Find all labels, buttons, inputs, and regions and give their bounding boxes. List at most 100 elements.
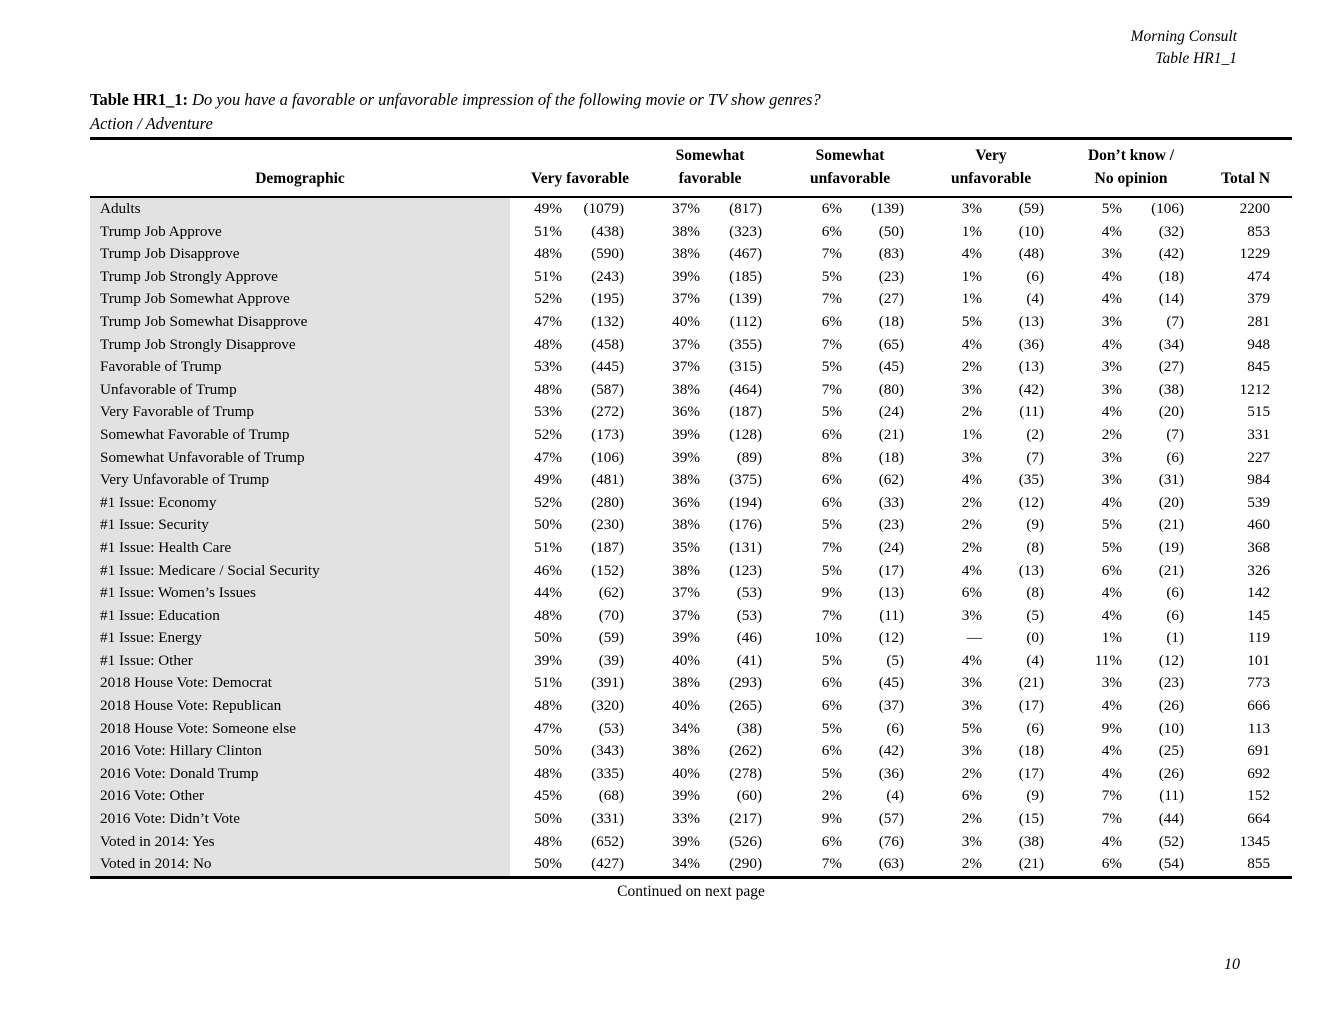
table-row: Very Unfavorable of Trump 49% (481) 38% (375… bbox=[90, 469, 1292, 492]
percent-cell: 1% bbox=[961, 222, 983, 240]
total-n-cell: 515 bbox=[1247, 403, 1271, 421]
count-cell: (5) bbox=[1026, 606, 1045, 624]
percent-cell: 3% bbox=[1101, 471, 1123, 489]
percent-cell: 1% bbox=[961, 267, 983, 285]
count-cell: (27) bbox=[878, 290, 905, 308]
percent-cell: 48% bbox=[534, 832, 562, 850]
total-n-cell: 474 bbox=[1247, 267, 1271, 285]
count-cell: (9) bbox=[1026, 516, 1045, 534]
percent-cell: 33% bbox=[672, 810, 701, 828]
demographic-cell: 2016 Vote: Didn’t Vote bbox=[90, 808, 510, 831]
header-row: Demographic Very favorable Somewhat favorab… bbox=[90, 138, 1293, 198]
count-cell: (152) bbox=[591, 561, 625, 579]
count-cell: (21) bbox=[1158, 561, 1185, 579]
total-n-cell: 984 bbox=[1247, 471, 1271, 489]
count-cell: (80) bbox=[878, 380, 905, 398]
percent-cell: 47% bbox=[534, 719, 562, 737]
table-row: Adults 49% (1079) 37% (817) 6% (139) 3% (59) 5% (1… bbox=[90, 197, 1292, 221]
count-cell: (112) bbox=[729, 312, 763, 330]
percent-cell: 7% bbox=[821, 290, 843, 308]
total-n-cell: 368 bbox=[1247, 538, 1271, 556]
percent-cell: 51% bbox=[534, 267, 562, 285]
table-row: 2018 House Vote: Republican 48% (320) 40% (2… bbox=[90, 695, 1292, 718]
table-body: Adults 49% (1079) 37% (817) 6% (139) 3% (59) 5% (1… bbox=[90, 197, 1292, 878]
demographic-cell: Very Unfavorable of Trump bbox=[90, 469, 510, 492]
count-cell: (13) bbox=[1018, 358, 1045, 376]
count-cell: (187) bbox=[729, 403, 763, 421]
total-n-cell: 281 bbox=[1247, 312, 1271, 330]
total-n-cell: 326 bbox=[1247, 561, 1271, 579]
count-cell: (293) bbox=[729, 674, 763, 692]
percent-cell: 50% bbox=[534, 742, 562, 760]
percent-cell: 3% bbox=[1101, 674, 1123, 692]
total-n-cell: 845 bbox=[1247, 358, 1271, 376]
total-n-cell: 948 bbox=[1247, 335, 1271, 353]
count-cell: (464) bbox=[729, 380, 763, 398]
total-n-cell: 331 bbox=[1247, 425, 1271, 443]
count-cell: (63) bbox=[878, 855, 905, 873]
table-row: Unfavorable of Trump 48% (587) 38% (464) 7% (8… bbox=[90, 378, 1292, 402]
count-cell: (35) bbox=[1018, 471, 1045, 489]
percent-cell: 4% bbox=[1101, 606, 1123, 624]
count-cell: (817) bbox=[729, 200, 763, 217]
percent-cell: 39% bbox=[672, 425, 701, 443]
percent-cell: 5% bbox=[1101, 516, 1123, 534]
demographic-cell: #1 Issue: Other bbox=[90, 649, 510, 673]
percent-cell: 3% bbox=[961, 832, 983, 850]
demographic-cell: Trump Job Approve bbox=[90, 220, 510, 244]
count-cell: (427) bbox=[591, 855, 625, 873]
count-cell: (123) bbox=[729, 561, 763, 579]
percent-cell: 5% bbox=[821, 267, 843, 285]
count-cell: (39) bbox=[598, 651, 625, 669]
total-n-cell: 664 bbox=[1247, 810, 1271, 828]
percent-cell: 2% bbox=[961, 538, 983, 556]
count-cell: (36) bbox=[878, 764, 905, 782]
demographic-cell: #1 Issue: Security bbox=[90, 514, 510, 537]
percent-cell: 4% bbox=[1101, 403, 1123, 421]
demographic-cell: Adults bbox=[90, 197, 510, 221]
count-cell: (42) bbox=[1018, 380, 1045, 398]
count-cell: (1079) bbox=[583, 200, 625, 217]
count-cell: (4) bbox=[886, 787, 905, 805]
percent-cell: 50% bbox=[534, 516, 562, 534]
count-cell: (53) bbox=[736, 606, 763, 624]
percent-cell: 5% bbox=[961, 312, 983, 330]
count-cell: (375) bbox=[729, 471, 763, 489]
count-cell: (8) bbox=[1026, 538, 1045, 556]
demographic-cell: Somewhat Favorable of Trump bbox=[90, 423, 510, 447]
count-cell: (467) bbox=[729, 245, 763, 263]
table-header: Demographic Very favorable Somewhat favorab… bbox=[90, 138, 1293, 198]
column-header-very-favorable: Very favorable bbox=[510, 138, 633, 198]
table-row: Somewhat Unfavorable of Trump 47% (106) 39%… bbox=[90, 446, 1292, 470]
count-cell: (23) bbox=[1158, 674, 1185, 692]
total-n-cell: 692 bbox=[1247, 764, 1271, 782]
table-row: 2016 Vote: Other 45% (68) 39% (60) 2% (4) 6% (9)… bbox=[90, 785, 1292, 809]
percent-cell: 6% bbox=[821, 425, 843, 443]
percent-cell: 3% bbox=[961, 448, 983, 466]
count-cell: (194) bbox=[729, 493, 763, 511]
count-cell: (45) bbox=[878, 358, 905, 376]
percent-cell: 4% bbox=[1101, 584, 1123, 602]
percent-cell: 7% bbox=[821, 538, 843, 556]
percent-cell: 3% bbox=[1101, 448, 1123, 466]
count-cell: (42) bbox=[1158, 245, 1185, 263]
table-row: 2016 Vote: Donald Trump 48% (335) 40% (278) 5… bbox=[90, 762, 1292, 786]
table-subtitle: Action / Adventure bbox=[90, 114, 213, 133]
total-n-cell: 119 bbox=[1247, 629, 1271, 647]
percent-cell: 9% bbox=[1101, 719, 1123, 737]
demographic-cell: #1 Issue: Economy bbox=[90, 491, 510, 515]
count-cell: (38) bbox=[736, 719, 763, 737]
count-cell: (2) bbox=[1026, 425, 1045, 443]
percent-cell: 6% bbox=[821, 493, 843, 511]
percent-cell: 6% bbox=[961, 584, 983, 602]
count-cell: (323) bbox=[729, 222, 763, 240]
count-cell: (57) bbox=[878, 810, 905, 828]
count-cell: (18) bbox=[1018, 742, 1045, 760]
count-cell: (46) bbox=[736, 629, 763, 647]
count-cell: (331) bbox=[591, 810, 625, 828]
count-cell: (25) bbox=[1158, 742, 1185, 760]
table-row: Voted in 2014: Yes 48% (652) 39% (526) 6% (76)… bbox=[90, 830, 1292, 854]
percent-cell: 38% bbox=[672, 471, 701, 489]
table-reference: Table HR1_1 bbox=[1155, 50, 1237, 67]
